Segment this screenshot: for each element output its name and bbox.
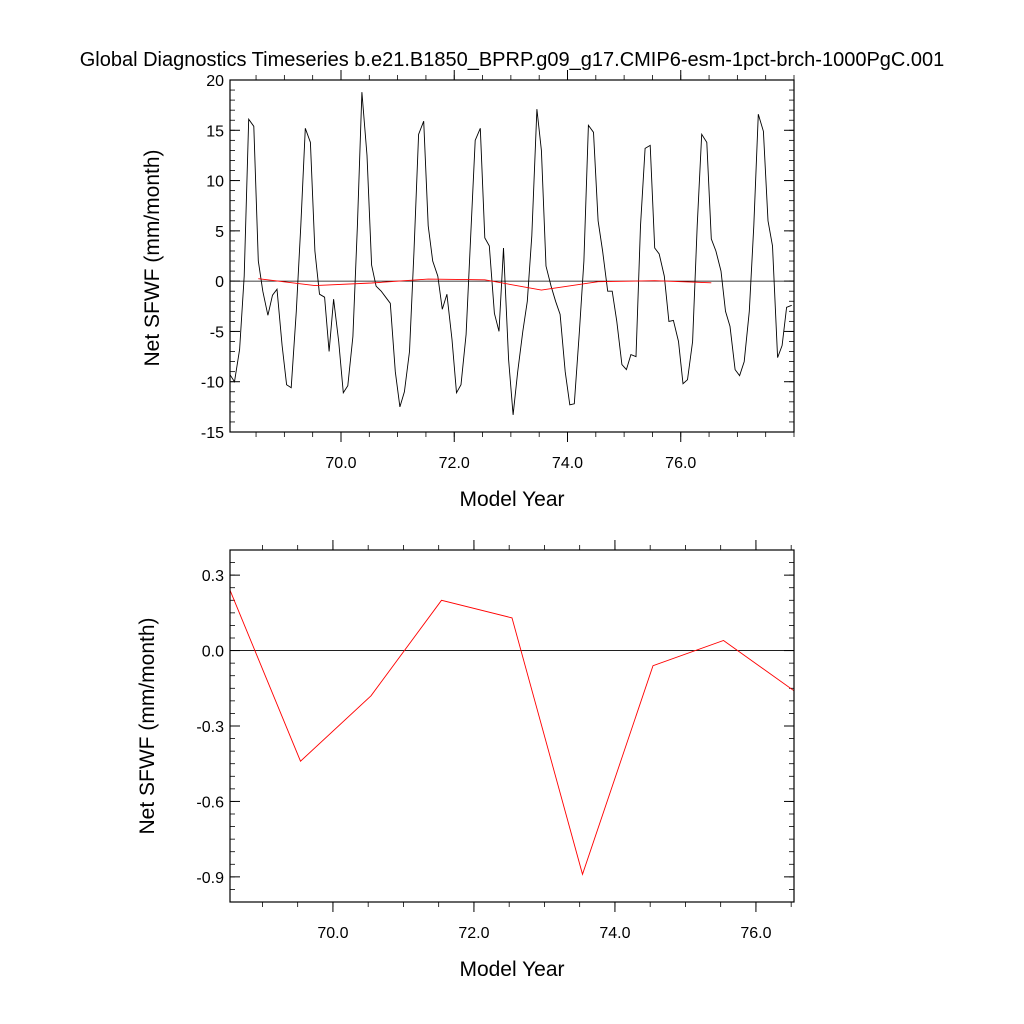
top-timeseries-panel: Net SFWF (mm/month) Model Year -15 -10 -5 0… [141, 70, 795, 511]
bottom-x-tick-label: 74.0 [599, 925, 630, 942]
top-y-tick-label: 20 [206, 73, 224, 90]
top-y-axis-label: Net SFWF (mm/month) [141, 149, 164, 366]
top-series-line-1 [258, 278, 712, 291]
bottom-y-tick-label: -0.9 [196, 870, 224, 887]
bottom-y-tick-label: -0.6 [196, 794, 224, 811]
top-y-tick-label: 15 [206, 123, 224, 140]
top-series-line-0 [230, 92, 792, 415]
bottom-x-tick-label: 76.0 [740, 925, 771, 942]
top-x-axis-label: Model Year [459, 488, 564, 511]
chart-title: Global Diagnostics Timeseries b.e21.B185… [80, 49, 945, 71]
bottom-x-axis-label: Model Year [459, 958, 564, 981]
bottom-x-tick-label: 70.0 [317, 925, 348, 942]
top-plot-frame [229, 79, 795, 433]
bottom-y-tick-label: -0.3 [196, 719, 224, 736]
bottom-x-tick-label: 72.0 [458, 925, 489, 942]
top-y-tick-label: -15 [201, 425, 224, 442]
bottom-y-axis-label: Net SFWF (mm/month) [136, 617, 159, 834]
bottom-annual-panel: Net SFWF (mm/month) Model Year -0.9 -0.6 -… [136, 540, 795, 981]
top-x-tick-label: 76.0 [665, 455, 696, 472]
top-y-tick-label: -10 [201, 375, 224, 392]
bottom-y-tick-label: 0.0 [202, 644, 224, 661]
top-y-tick-label: -5 [210, 324, 224, 341]
top-y-tick-label: 5 [215, 224, 224, 241]
bottom-series-line-0 [230, 590, 794, 876]
top-x-tick-label: 72.0 [439, 455, 470, 472]
top-y-tick-label: 0 [215, 274, 224, 291]
top-x-tick-label: 70.0 [325, 455, 356, 472]
bottom-plot-frame [229, 549, 795, 903]
top-y-tick-label: 10 [206, 174, 224, 191]
top-x-tick-label: 74.0 [552, 455, 583, 472]
bottom-y-tick-label: 0.3 [202, 568, 224, 585]
